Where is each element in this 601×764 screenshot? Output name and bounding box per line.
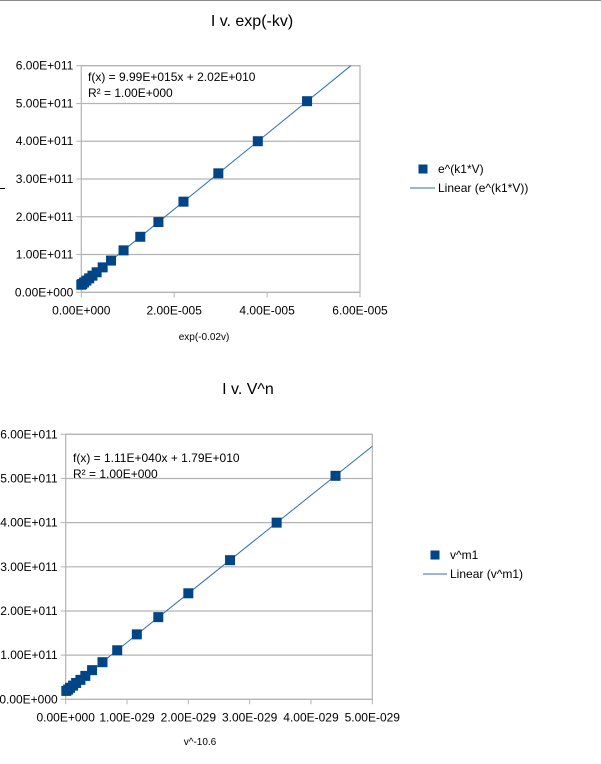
x-tick-label: 2.00E-029 [161,710,217,724]
r-squared: R² = 1.00E+000 [73,467,158,481]
data-point [302,96,313,107]
x-tick-label: 0.00E+000 [52,303,111,317]
data-point [252,136,263,147]
y-tick-label: 0.00E+000 [0,692,58,706]
x-tick-label: 2.00E-005 [147,303,203,317]
data-point [135,231,146,242]
y-tick-label: 6.00E+011 [0,427,58,441]
x-tick-label: 1.00E-029 [99,710,155,724]
data-point [97,262,108,273]
data-point [183,588,194,599]
legend-series-label: v^m1 [450,548,479,562]
x-tick-label: 3.00E-029 [222,710,278,724]
legend-trend-label: Linear (v^m1) [450,567,523,581]
legend: e^(k1*V) Linear (e^(k1*V)) [410,162,528,195]
y-tick-label: 0.00E+000 [15,285,74,299]
y-tick-label: 6.00E+011 [16,59,74,73]
data-point [118,245,129,256]
x-axis-label: exp(-0.02v) [179,332,230,343]
data-point [225,555,236,566]
y-tick-label: 4.00E+011 [0,516,58,530]
data-point [153,217,164,228]
x-tick-label: 5.00E-029 [345,710,401,724]
y-tick-label: 1.00E+011 [0,648,58,662]
legend-marker [430,550,440,560]
legend: v^m1 Linear (v^m1) [423,548,523,581]
x-tick-label: 0.00E+000 [37,710,96,724]
chart-title: I v. V^n [222,381,274,398]
plot-area [80,65,361,293]
legend-marker [418,164,428,174]
legend-series-label: e^(k1*V) [438,162,484,176]
y-tick-label: 1.00E+011 [16,248,74,262]
trend-equation: f(x) = 1.11E+040x + 1.79E+010 [73,451,240,465]
data-point [97,657,108,668]
data-point [330,470,341,481]
plot-area [65,433,373,700]
data-point [271,517,282,528]
data-point [153,612,164,623]
y-tick-label: 2.00E+011 [0,604,58,618]
x-tick-label: 6.00E-005 [332,303,388,317]
y-tick-label: 5.00E+011 [16,96,74,110]
x-tick-label: 4.00E-005 [239,303,295,317]
data-point [87,665,98,676]
chart-2: I v. V^n 0.00E+000 1.00E+011 2.00E+011 3.00E… [0,381,523,748]
data-point [106,255,117,266]
data-point [131,629,142,640]
y-tick-label: 4.00E+011 [16,134,74,148]
data-point [178,196,189,207]
chart-1: I v. exp(-kv) 0.00E+000 1.00E+011 2.00E+011… [15,13,528,343]
chart-title: I v. exp(-kv) [211,13,293,30]
data-point [213,168,224,179]
y-tick-label: 2.00E+011 [16,210,74,224]
r-squared: R² = 1.00E+000 [88,86,173,100]
data-point [76,279,87,290]
data-point [112,645,123,656]
x-tick-label: 4.00E-029 [283,710,339,724]
data-point [61,685,72,696]
trend-equation: f(x) = 9.99E+015x + 2.02E+010 [88,70,256,84]
legend-trend-label: Linear (e^(k1*V)) [438,181,528,195]
y-tick-label: 5.00E+011 [0,471,58,485]
y-tick-label: 3.00E+011 [16,172,74,186]
x-axis-label: v^-10.6 [184,737,217,748]
y-tick-label: 3.00E+011 [0,560,58,574]
